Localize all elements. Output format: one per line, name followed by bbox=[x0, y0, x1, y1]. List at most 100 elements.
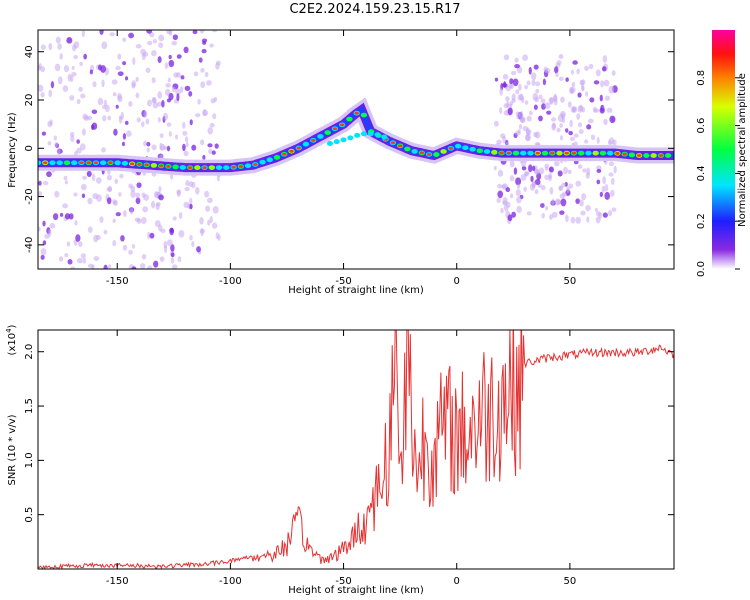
colorbar-tick-label: 0.4 bbox=[696, 165, 707, 181]
spectral-blob bbox=[556, 127, 561, 133]
spectral-blob bbox=[168, 30, 173, 36]
spectral-blob bbox=[214, 143, 219, 149]
colorbar-ticks: 0.0 0.2 0.4 0.6 0.8 bbox=[696, 70, 740, 277]
ridge-peak bbox=[592, 150, 599, 156]
spectral-blob bbox=[157, 56, 162, 64]
spectral-blob bbox=[560, 96, 565, 103]
spectral-blob bbox=[152, 38, 157, 44]
spectral-blob bbox=[569, 136, 575, 142]
spectral-blob bbox=[569, 119, 573, 128]
spectral-blob bbox=[596, 179, 601, 185]
x-tick-label: -100 bbox=[219, 576, 242, 587]
spectral-blob bbox=[207, 127, 214, 135]
spectral-blob bbox=[611, 207, 617, 212]
ridge-peak bbox=[664, 153, 672, 158]
spectral-blob bbox=[63, 175, 68, 181]
spectral-blob bbox=[135, 76, 139, 83]
snr-ylabel: SNR (10 * v/v) bbox=[7, 414, 18, 485]
spectral-blob bbox=[50, 80, 55, 89]
spectral-blob bbox=[590, 134, 596, 141]
spectral-blob bbox=[151, 144, 157, 151]
spectral-blob bbox=[102, 115, 107, 122]
spectral-blob bbox=[606, 107, 613, 113]
spectral-blob bbox=[146, 147, 150, 153]
spectral-blob bbox=[535, 81, 541, 87]
secondary-peak bbox=[381, 134, 388, 140]
spectral-blob bbox=[596, 168, 602, 173]
ridge-peak bbox=[49, 160, 56, 166]
spectral-blob bbox=[101, 79, 105, 88]
spectral-blob bbox=[576, 68, 580, 75]
spectral-blob bbox=[122, 244, 128, 251]
spectral-blob bbox=[130, 185, 136, 193]
x-tick-label: -150 bbox=[106, 576, 129, 587]
ridge-max bbox=[499, 151, 504, 155]
spectral-blob bbox=[98, 64, 102, 71]
secondary-peak bbox=[360, 131, 367, 137]
spectral-blob bbox=[74, 150, 78, 156]
spectral-blob bbox=[119, 173, 124, 179]
spectral-blob bbox=[602, 176, 607, 185]
spectral-blob bbox=[505, 85, 512, 92]
spectral-blob bbox=[176, 189, 182, 195]
ridge-peak bbox=[150, 162, 158, 168]
spectral-blob bbox=[511, 93, 516, 102]
snr-data bbox=[38, 330, 674, 569]
spectral-blob bbox=[57, 76, 63, 85]
spectral-blob bbox=[87, 115, 93, 121]
spectral-blob bbox=[146, 30, 153, 34]
ridge-peak bbox=[527, 150, 534, 156]
spectral-blob bbox=[608, 172, 614, 177]
spectral-blob bbox=[554, 198, 561, 206]
spectral-blob bbox=[209, 122, 215, 128]
spectral-blob bbox=[544, 163, 549, 169]
spectral-blob bbox=[56, 147, 61, 156]
ridge-peak bbox=[411, 148, 418, 154]
ridge-peak bbox=[244, 163, 252, 169]
spectral-blob bbox=[91, 122, 98, 130]
spectral-blob bbox=[211, 222, 218, 229]
spectral-blob bbox=[147, 40, 153, 46]
spectral-blob bbox=[62, 203, 69, 209]
spectral-blob bbox=[168, 92, 174, 101]
spectral-blob bbox=[47, 141, 52, 146]
ridge-peak bbox=[650, 153, 657, 158]
spectral-blob bbox=[178, 212, 183, 220]
spectral-blob bbox=[166, 122, 172, 127]
spectral-blob bbox=[209, 215, 213, 224]
y-tick-label: 20 bbox=[24, 94, 35, 107]
spectral-blob bbox=[38, 226, 41, 232]
spectral-blob bbox=[579, 199, 584, 207]
spectral-blob bbox=[198, 57, 203, 63]
spectral-blob bbox=[538, 167, 545, 175]
spectral-blob bbox=[512, 78, 519, 87]
spectral-blob bbox=[147, 265, 153, 269]
spectral-blob bbox=[107, 115, 112, 121]
spectral-blob bbox=[531, 181, 536, 187]
spectral-blob bbox=[602, 55, 608, 63]
spectral-blob bbox=[576, 113, 581, 120]
spectral-blob bbox=[176, 93, 180, 102]
spectral-blob bbox=[99, 216, 104, 223]
spectral-blob bbox=[73, 41, 80, 49]
spectral-blob bbox=[595, 216, 601, 224]
spectral-blob bbox=[75, 234, 81, 242]
spectral-blob bbox=[114, 178, 119, 184]
spectral-blob bbox=[150, 200, 156, 209]
spectral-blob bbox=[612, 139, 617, 146]
spectral-blob bbox=[587, 118, 594, 124]
spectral-blob bbox=[158, 194, 164, 201]
spectral-blob bbox=[165, 82, 171, 88]
spectral-blob bbox=[167, 77, 171, 83]
spectral-blob bbox=[143, 140, 148, 147]
spectral-blob bbox=[206, 80, 212, 86]
spectral-blob bbox=[47, 229, 52, 237]
spectral-blob bbox=[567, 169, 572, 175]
spectral-blob bbox=[191, 144, 197, 151]
spectral-blob bbox=[118, 115, 123, 120]
spectral-blob bbox=[604, 184, 609, 192]
spectral-blob bbox=[511, 211, 517, 218]
spectral-blob bbox=[499, 87, 503, 96]
ridge-max bbox=[571, 151, 577, 155]
spectral-blob bbox=[58, 256, 64, 262]
